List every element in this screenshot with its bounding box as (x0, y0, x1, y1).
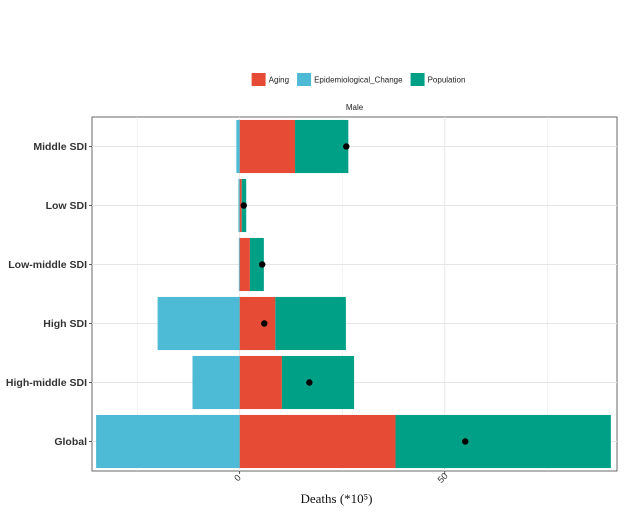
x-tick-label-50: 50 (436, 471, 450, 485)
bar-aging-middle-sdi (239, 119, 296, 174)
net-point-high-middle-sdi (306, 379, 313, 386)
legend-key-aging (251, 73, 266, 86)
bar-population-low-middle-sdi (249, 237, 264, 292)
net-point-low-middle-sdi (259, 261, 266, 268)
plot-panel (91, 116, 618, 472)
bar-epidemiological-change-high-middle-sdi (192, 355, 240, 410)
bar-population-global (395, 414, 611, 469)
bar-epidemiological-change-low-sdi (238, 178, 240, 233)
bar-population-high-middle-sdi (281, 355, 355, 410)
bar-epidemiological-change-high-sdi (157, 296, 240, 351)
bars (96, 119, 611, 469)
bar-aging-high-sdi (239, 296, 276, 351)
y-label-low-middle-sdi: Low-middle SDI (8, 259, 87, 271)
facet-label: Male (346, 103, 364, 112)
legend-label-epidemiological-change: Epidemiological_Change (314, 76, 403, 85)
legend-label-population: Population (428, 76, 466, 85)
net-point-middle-sdi (343, 143, 350, 150)
bar-population-middle-sdi (295, 119, 349, 174)
y-label-middle-sdi: Middle SDI (33, 141, 87, 153)
net-point-low-sdi (240, 202, 247, 209)
legend: Aging Epidemiological_Change Population (251, 73, 466, 86)
x-axis-ticks: 0 50 (232, 471, 449, 485)
legend-label-aging: Aging (269, 76, 289, 85)
bar-epidemiological-change-global (96, 414, 240, 469)
bar-aging-low-middle-sdi (239, 237, 250, 292)
bar-aging-global (239, 414, 396, 469)
bar-aging-high-middle-sdi (239, 355, 282, 410)
bar-epidemiological-change-low-middle-sdi (238, 237, 240, 292)
x-tick-label-0: 0 (232, 473, 243, 484)
net-point-global (462, 438, 469, 445)
y-label-low-sdi: Low SDI (46, 200, 87, 212)
net-points (240, 143, 469, 445)
bar-epidemiological-change-middle-sdi (236, 119, 240, 174)
x-axis-title: Deaths (*10⁵) (300, 491, 372, 506)
y-label-high-middle-sdi: High-middle SDI (6, 377, 87, 389)
bar-population-high-sdi (275, 296, 346, 351)
y-label-global: Global (54, 436, 87, 448)
net-point-high-sdi (261, 320, 268, 327)
y-label-high-sdi: High SDI (43, 318, 87, 330)
legend-key-population (410, 73, 425, 86)
y-axis-labels: Global High-middle SDI High SDI Low-middle … (6, 141, 92, 448)
legend-key-epidemiological-change (297, 73, 312, 86)
